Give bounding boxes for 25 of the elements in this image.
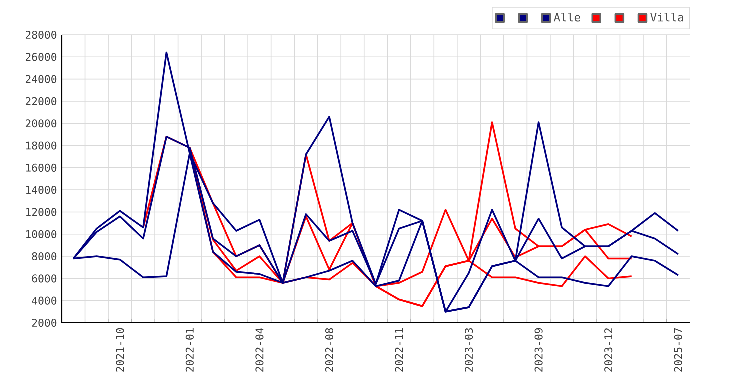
y-tick-label: 2000 bbox=[32, 318, 57, 328]
y-tick-label: 22000 bbox=[26, 97, 57, 106]
x-tick-label: 2021-10 bbox=[116, 328, 124, 372]
y-tick-label: 24000 bbox=[26, 75, 57, 84]
y-tick-label: 6000 bbox=[32, 274, 57, 283]
y-tick-label: 14000 bbox=[26, 186, 57, 194]
y-tick-label: 12000 bbox=[26, 208, 57, 216]
y-tick-label: 18000 bbox=[26, 142, 57, 150]
y-tick-label: 20000 bbox=[26, 120, 57, 128]
x-tick-label: 2025-07 bbox=[674, 328, 682, 372]
x-tick-label: 2022-04 bbox=[256, 328, 264, 372]
y-tick-label: 26000 bbox=[26, 53, 57, 62]
y-tick-label: 10000 bbox=[26, 230, 57, 238]
x-tick-label: 2022-08 bbox=[325, 328, 334, 372]
x-tick-label: 2022-11 bbox=[395, 328, 404, 372]
x-tick-label: 2022-01 bbox=[186, 328, 194, 372]
y-tick-label: 8000 bbox=[32, 252, 57, 261]
y-tick-label: 4000 bbox=[32, 296, 57, 305]
x-tick-label: 2023-12 bbox=[604, 328, 613, 372]
y-tick-label: 28000 bbox=[26, 30, 57, 40]
legend-label: Alle bbox=[554, 12, 580, 22]
x-tick-label: 2023-03 bbox=[464, 328, 474, 372]
y-tick-label: 16000 bbox=[26, 164, 57, 172]
x-tick-label: 2023-09 bbox=[534, 328, 543, 372]
legend-label: Villa bbox=[650, 12, 684, 22]
